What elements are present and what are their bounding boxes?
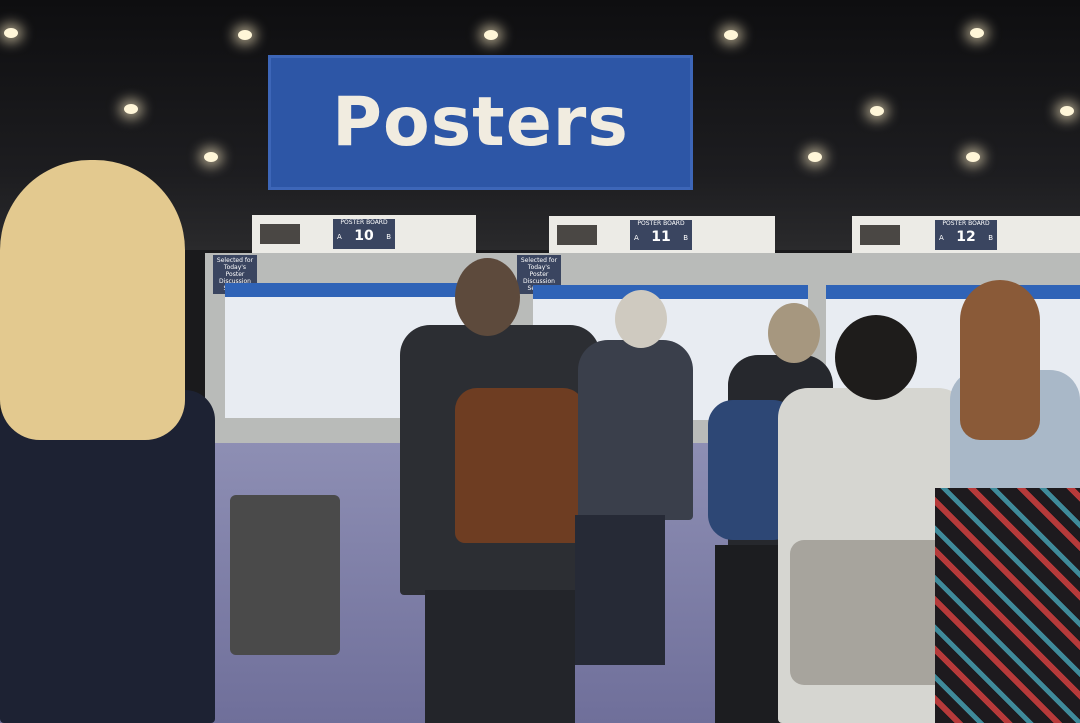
board-number: 12 bbox=[956, 229, 976, 245]
board-header-11: POSTER BOARD 11 A B bbox=[549, 216, 775, 254]
side-a: A bbox=[634, 234, 639, 242]
gray-bag bbox=[230, 495, 340, 655]
board-number: 10 bbox=[354, 228, 374, 244]
trousers bbox=[575, 515, 665, 665]
ceiling-light bbox=[970, 28, 984, 38]
ceiling-light bbox=[238, 30, 252, 40]
photo-notice bbox=[260, 224, 300, 244]
side-a: A bbox=[337, 233, 342, 241]
ceiling-light bbox=[204, 152, 218, 162]
side-b: B bbox=[988, 234, 993, 242]
side-b: B bbox=[386, 233, 391, 241]
ceiling-light bbox=[4, 28, 18, 38]
person-blonde-woman bbox=[0, 390, 215, 723]
photo-notice bbox=[860, 225, 900, 245]
ceiling-light bbox=[1060, 106, 1074, 116]
photo-notice bbox=[557, 225, 597, 245]
head bbox=[768, 303, 820, 363]
posters-banner: Posters bbox=[268, 55, 693, 190]
board-number: 11 bbox=[651, 229, 671, 245]
ceiling-light bbox=[124, 104, 138, 114]
ceiling-light bbox=[724, 30, 738, 40]
blonde-hair bbox=[0, 160, 185, 440]
head bbox=[615, 290, 667, 348]
ceiling-light bbox=[808, 152, 822, 162]
trousers bbox=[425, 590, 575, 723]
floral-skirt bbox=[935, 488, 1080, 723]
brown-backpack bbox=[455, 388, 585, 543]
side-b: B bbox=[683, 234, 688, 242]
person-gray-hair bbox=[578, 340, 693, 520]
board-label: POSTER BOARD bbox=[942, 220, 990, 227]
board-label: POSTER BOARD bbox=[340, 219, 388, 226]
ceiling-light bbox=[870, 106, 884, 116]
long-hair bbox=[960, 280, 1040, 440]
ceiling-light bbox=[966, 152, 980, 162]
side-a: A bbox=[939, 234, 944, 242]
board-header-10: POSTER BOARD 10 A B bbox=[252, 215, 476, 253]
banner-title: Posters bbox=[332, 83, 629, 162]
board-header-12: POSTER BOARD 12 A B bbox=[852, 216, 1080, 254]
ceiling-light bbox=[484, 30, 498, 40]
board-label: POSTER BOARD bbox=[637, 220, 685, 227]
head bbox=[835, 315, 917, 400]
board-number-sign: POSTER BOARD 11 A B bbox=[630, 220, 692, 250]
head bbox=[455, 258, 520, 336]
board-number-sign: POSTER BOARD 12 A B bbox=[935, 220, 997, 250]
board-number-sign: POSTER BOARD 10 A B bbox=[333, 219, 395, 249]
